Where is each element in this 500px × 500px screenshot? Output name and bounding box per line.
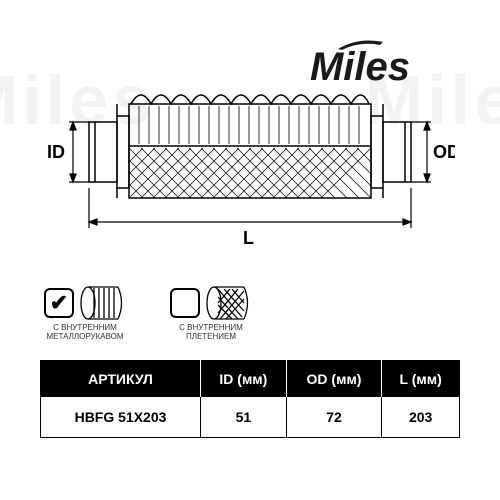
cell-l: 203: [382, 397, 460, 438]
option-braided-label: С ВНУТРЕННИМ ПЛЕТЕНИЕМ: [166, 324, 256, 342]
option-braided: С ВНУТРЕННИМ ПЛЕТЕНИЕМ: [166, 285, 256, 342]
option-corrugated-label: С ВНУТРЕННИМ МЕТАЛЛОРУКАВОМ: [40, 324, 130, 342]
col-l: L (мм): [382, 361, 460, 398]
cell-article: HBFG 51X203: [41, 397, 201, 438]
option-braided-checkbox[interactable]: [170, 288, 200, 318]
cell-id: 51: [201, 397, 287, 438]
option-corrugated-checkbox[interactable]: ✔: [44, 288, 74, 318]
option-corrugated: ✔ С ВНУТРЕННИМ МЕТАЛЛОРУКАВОМ: [40, 285, 130, 342]
checkmark-icon: ✔: [50, 290, 68, 316]
brand-logo: Miles: [310, 45, 410, 90]
corrugated-icon: [80, 285, 126, 321]
logo-text: Miles: [310, 45, 410, 89]
col-article: АРТИКУЛ: [41, 361, 201, 398]
od-dimension-label: OD: [433, 142, 455, 162]
table-row: HBFG 51X203 51 72 203: [41, 397, 460, 438]
logo-swoosh-icon: [338, 37, 398, 51]
table-header-row: АРТИКУЛ ID (мм) OD (мм) L (мм): [41, 361, 460, 398]
cell-od: 72: [286, 397, 382, 438]
col-od: OD (мм): [286, 361, 382, 398]
id-dimension-label: ID: [47, 142, 65, 162]
options-row: ✔ С ВНУТРЕННИМ МЕТАЛЛОРУКАВОМ: [40, 285, 256, 342]
braided-icon: [206, 285, 252, 321]
length-dimension-label: L: [243, 228, 254, 248]
spec-table: АРТИКУЛ ID (мм) OD (мм) L (мм) HBFG 51X2…: [40, 360, 460, 438]
col-id: ID (мм): [201, 361, 287, 398]
